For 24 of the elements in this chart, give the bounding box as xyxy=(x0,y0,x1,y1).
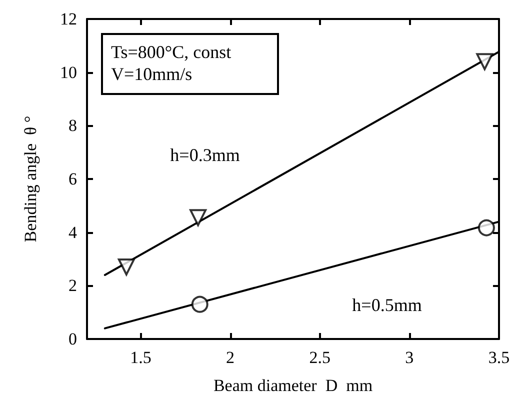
y-tick-label: 6 xyxy=(68,170,77,188)
y-tick-label: 8 xyxy=(68,116,77,136)
annotation: V=10mm/s xyxy=(111,63,194,85)
point xyxy=(191,296,208,313)
x-tick-label: 3.5 xyxy=(488,348,510,367)
point xyxy=(476,53,494,70)
y-tick-label: 10 xyxy=(60,62,77,82)
y-tick-label: 4 xyxy=(68,222,78,242)
annotation: h=0.3mm xyxy=(170,145,240,165)
x-tick-label: 2.5 xyxy=(309,348,330,367)
y-tick-label: 12 xyxy=(60,10,77,28)
point xyxy=(118,258,135,276)
x-tick-label: 1.5 xyxy=(130,348,152,367)
point xyxy=(478,219,495,236)
annotation: h=0.5mm xyxy=(352,295,422,315)
x-tick-label: 2 xyxy=(226,348,235,367)
x-axis-title: Beam diameter D mm xyxy=(213,376,373,395)
y-tick-label: 0 xyxy=(68,330,77,348)
y-tick-label: 2 xyxy=(68,276,77,296)
x-tick-label: 3 xyxy=(405,348,414,367)
point xyxy=(190,209,207,226)
annotation: Ts=800°C, const xyxy=(111,41,232,63)
text-box: Ts=800°C, const V=10mm/s xyxy=(101,33,279,95)
y-axis-title: Bending angle θ ° xyxy=(21,116,40,242)
